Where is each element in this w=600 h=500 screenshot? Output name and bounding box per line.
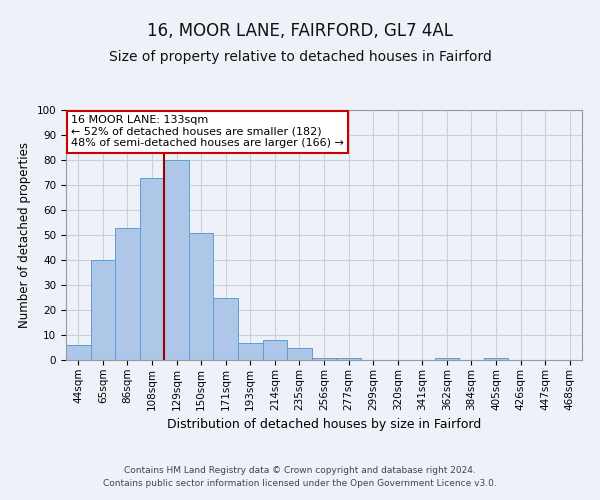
Bar <box>434 358 459 360</box>
Bar <box>140 178 164 360</box>
Bar <box>238 342 263 360</box>
Text: 16, MOOR LANE, FAIRFORD, GL7 4AL: 16, MOOR LANE, FAIRFORD, GL7 4AL <box>147 22 453 40</box>
Bar <box>164 160 189 360</box>
Bar <box>336 358 361 360</box>
Text: Contains HM Land Registry data © Crown copyright and database right 2024.
Contai: Contains HM Land Registry data © Crown c… <box>103 466 497 487</box>
Bar <box>189 232 214 360</box>
Bar <box>312 358 336 360</box>
Bar <box>115 228 140 360</box>
Bar <box>287 348 312 360</box>
Bar <box>91 260 115 360</box>
Bar <box>214 298 238 360</box>
X-axis label: Distribution of detached houses by size in Fairford: Distribution of detached houses by size … <box>167 418 481 431</box>
Text: 16 MOOR LANE: 133sqm
← 52% of detached houses are smaller (182)
48% of semi-deta: 16 MOOR LANE: 133sqm ← 52% of detached h… <box>71 115 344 148</box>
Bar <box>66 345 91 360</box>
Y-axis label: Number of detached properties: Number of detached properties <box>18 142 31 328</box>
Bar <box>263 340 287 360</box>
Bar <box>484 358 508 360</box>
Text: Size of property relative to detached houses in Fairford: Size of property relative to detached ho… <box>109 50 491 64</box>
